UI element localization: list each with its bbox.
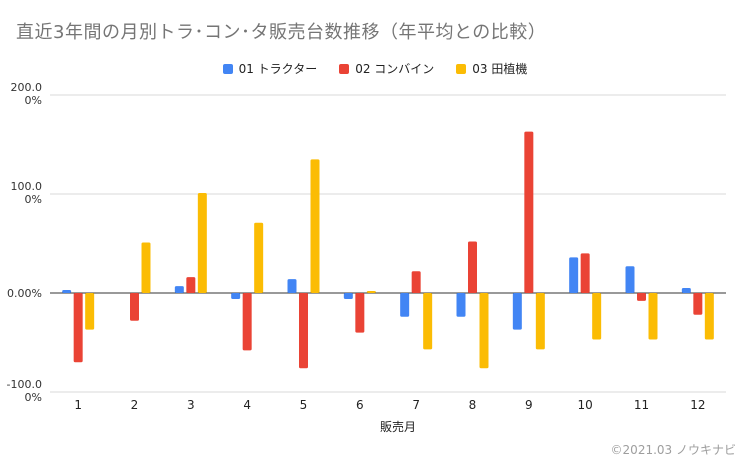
- bar: [186, 277, 196, 293]
- bar: [310, 159, 320, 293]
- bar: [704, 293, 714, 340]
- legend-label-rice-transplanter: 03 田植機: [472, 62, 528, 76]
- bar: [141, 242, 151, 293]
- x-tick-label: 4: [243, 398, 251, 412]
- bar: [423, 293, 433, 350]
- y-tick-label: 100.0 0%: [11, 180, 43, 206]
- chart-title: 直近3年間の月別トラ･コン･タ販売台数推移（年平均との比較）: [16, 22, 547, 43]
- bar: [411, 271, 421, 293]
- bar: [569, 257, 579, 293]
- bar: [343, 293, 353, 299]
- bar: [512, 293, 522, 330]
- bar: [479, 293, 489, 369]
- y-tick-label: -100.0 0%: [7, 378, 42, 404]
- bar: [681, 288, 691, 293]
- legend-label-combine: 02 コンバイン: [355, 62, 435, 76]
- bar: [174, 286, 184, 293]
- legend: 01 トラクター 02 コンバイン 03 田植機: [0, 60, 750, 77]
- x-tick-label: 5: [300, 398, 308, 412]
- x-tick-label: 10: [578, 398, 593, 412]
- x-tick-label: 11: [634, 398, 649, 412]
- bar: [366, 291, 376, 293]
- x-tick-label: 3: [187, 398, 195, 412]
- bar: [468, 241, 477, 293]
- bar: [456, 293, 466, 317]
- legend-label-tractor: 01 トラクター: [238, 62, 318, 76]
- bar: [648, 293, 658, 340]
- bar: [231, 293, 241, 299]
- bar: [287, 279, 297, 293]
- bar: [130, 293, 139, 321]
- legend-swatch-rice-transplanter: [456, 63, 467, 74]
- bar: [197, 193, 207, 293]
- legend-swatch-tractor: [222, 63, 233, 74]
- bar: [62, 290, 72, 293]
- x-tick-label: 6: [356, 398, 364, 412]
- bar: [592, 293, 602, 340]
- y-tick-label: 0.00%: [7, 287, 42, 300]
- y-tick-label: 200.0 0%: [11, 81, 43, 107]
- x-tick-label: 8: [469, 398, 477, 412]
- bar: [535, 293, 545, 350]
- bar: [254, 222, 264, 293]
- x-tick-label: 9: [525, 398, 533, 412]
- bar: [242, 293, 252, 351]
- bar: [355, 293, 365, 333]
- x-tick-label: 7: [412, 398, 420, 412]
- bar: [85, 293, 95, 330]
- bar: [524, 131, 534, 293]
- legend-item-combine[interactable]: 02 コンバイン: [339, 60, 434, 77]
- bar: [400, 293, 410, 317]
- legend-item-tractor[interactable]: 01 トラクター: [222, 60, 318, 77]
- copyright-text: ©2021.03 ノウキナビ: [610, 443, 736, 457]
- bar: [299, 293, 308, 369]
- x-tick-label: 12: [690, 398, 705, 412]
- bar: [637, 293, 646, 301]
- bar: [73, 293, 83, 363]
- legend-swatch-combine: [339, 63, 350, 74]
- bar: [580, 253, 590, 293]
- bar: [693, 293, 703, 315]
- bar: [625, 266, 635, 293]
- legend-item-rice-transplanter[interactable]: 03 田植機: [456, 60, 527, 77]
- x-tick-label: 1: [74, 398, 82, 412]
- x-tick-label: 2: [131, 398, 139, 412]
- x-axis-label: 販売月: [380, 419, 416, 434]
